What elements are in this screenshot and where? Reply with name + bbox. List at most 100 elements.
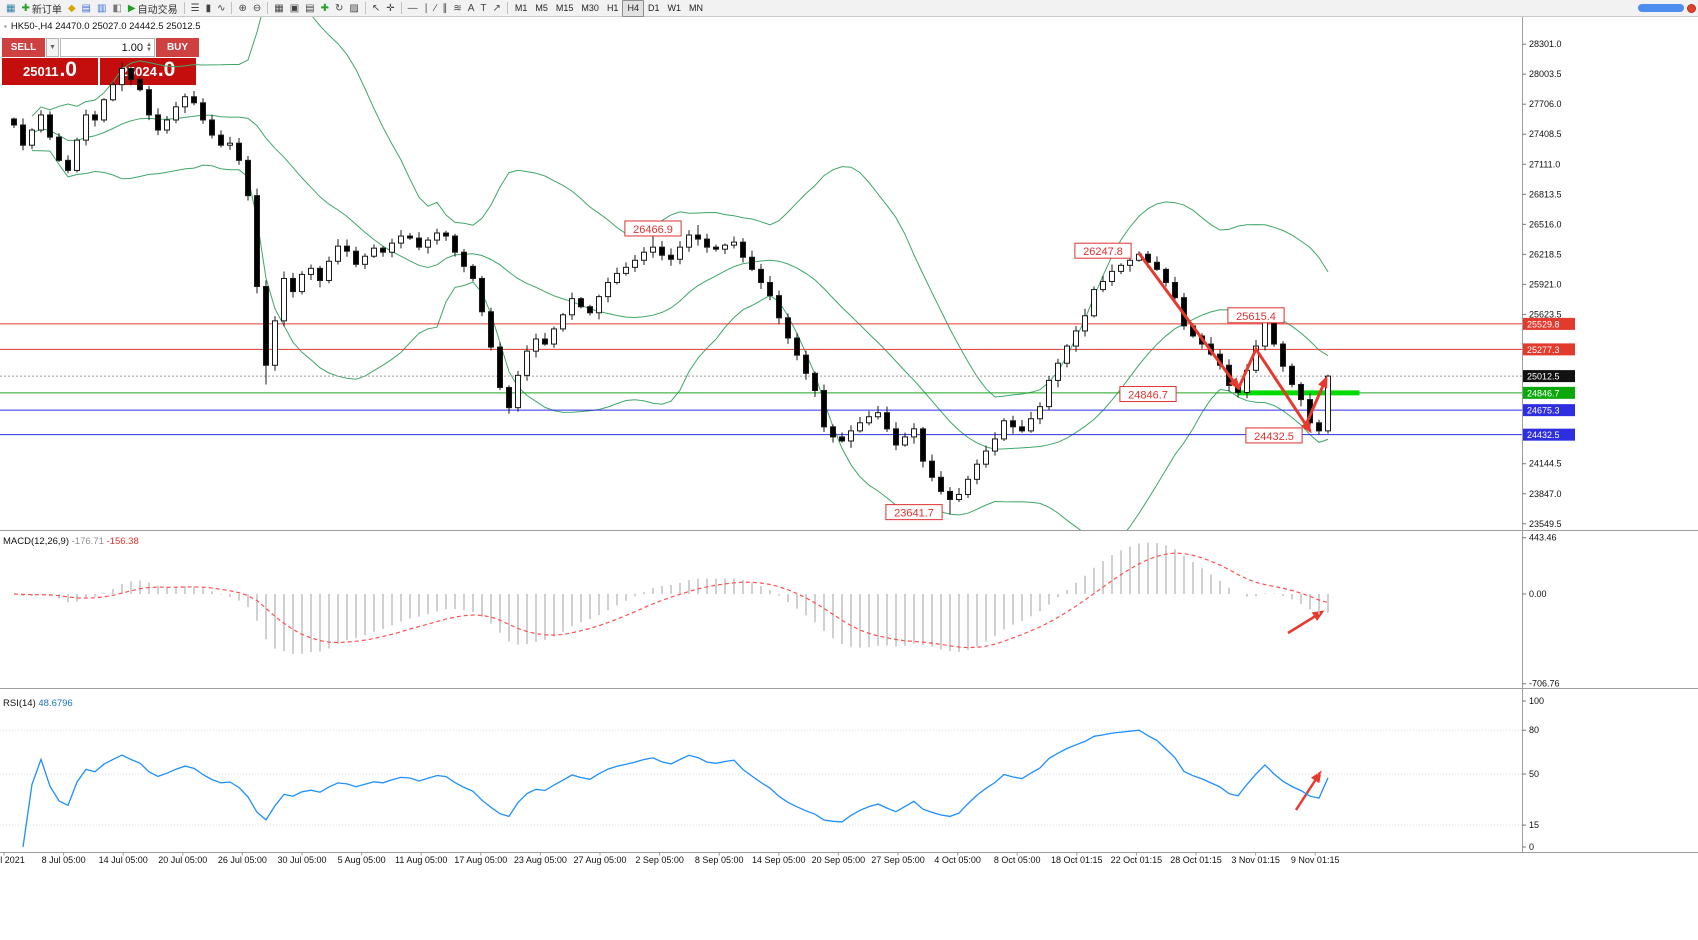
price-tags: 25529.8 25277.3 24846.7 24675.3 24432.5 25012… (1523, 317, 1575, 441)
arrange-windows-button[interactable]: ▤ (302, 1, 317, 16)
svg-text:25529.8: 25529.8 (1527, 319, 1560, 329)
trend-arrow[interactable] (1236, 345, 1312, 434)
trendline-button[interactable]: ∕ (432, 1, 440, 16)
indicator-arrow[interactable] (1287, 610, 1325, 635)
sell-price-button[interactable]: 25011 .0 (2, 58, 98, 85)
new-order-button-label: 新订单 (31, 4, 62, 16)
buy-button[interactable]: BUY (156, 38, 199, 57)
timeframe-w1[interactable]: W1 (667, 3, 681, 13)
toolbar-separator (183, 2, 185, 14)
timeframe-m1[interactable]: M1 (514, 3, 528, 13)
horizontal-line-icon: ― (407, 2, 418, 14)
svg-text:26813.5: 26813.5 (1529, 189, 1562, 199)
svg-text:24144.5: 24144.5 (1529, 459, 1562, 469)
crosshair-button[interactable]: ✛ (383, 1, 397, 16)
candlestick-chart-button[interactable]: ▮ (203, 1, 215, 16)
rsi-name: RSI(14) (3, 698, 36, 709)
chart-marker-icon: ▪ (4, 22, 7, 31)
rsi-label: RSI(14) 48.6796 (3, 698, 73, 709)
buy-price-button[interactable]: 25024 .0 (100, 58, 196, 85)
channel-button[interactable]: ∥ (439, 1, 450, 16)
trend-arrows[interactable] (1137, 252, 1328, 811)
svg-text:14 Sep 05:00: 14 Sep 05:00 (752, 855, 806, 865)
tile-windows-button[interactable]: ▦ (271, 1, 286, 16)
trend-arrow[interactable] (1304, 375, 1328, 427)
svg-text:23549.5: 23549.5 (1529, 519, 1562, 529)
lot-down-icon[interactable]: ▼ (146, 46, 152, 53)
rsi-value: 48.6796 (38, 698, 73, 709)
timeframe-m15[interactable]: M15 (555, 3, 574, 13)
chart-ohlc-header: ▪ HK50-,H4 24470.0 25027.0 24442.5 25012… (4, 21, 200, 32)
timeframe-m30[interactable]: M30 (581, 3, 599, 13)
price-annotation-26466.9[interactable] (624, 220, 682, 237)
indicator-arrow[interactable] (1294, 770, 1322, 811)
x-axis-labels: 2 Jul 2021 8 Jul 05:00 14 Jul 05:00 20 Jul … (0, 852, 1339, 865)
price-annotation-24432.5[interactable] (1245, 427, 1303, 444)
timeframe-mn[interactable]: MN (688, 3, 703, 13)
zoom-out-button[interactable]: ⊖ (250, 1, 264, 16)
svg-text:100: 100 (1529, 696, 1544, 706)
macd-signal-line (13, 552, 1329, 649)
cascade-windows-icon: ▣ (289, 2, 300, 14)
templates-icon: ▨ (349, 2, 359, 14)
chart-ohlc-text: HK50-,H4 24470.0 25027.0 24442.5 25012.5 (10, 21, 201, 32)
svg-text:24432.5: 24432.5 (1254, 431, 1294, 443)
zoom-in-icon: ⊕ (238, 2, 247, 14)
svg-text:26218.5: 26218.5 (1529, 249, 1562, 259)
expert-advisors-button[interactable]: ◆ (65, 1, 79, 16)
timeframe-m5[interactable]: M5 (535, 3, 548, 13)
timeframe-h1[interactable]: H1 (606, 3, 619, 13)
svg-text:27111.0: 27111.0 (1529, 159, 1560, 169)
timeframe-h4[interactable]: H4 (622, 0, 644, 17)
arrange-windows-icon: ▤ (305, 2, 315, 14)
fibonacci-button[interactable]: ≋ (450, 1, 464, 16)
svg-text:25012.5: 25012.5 (1527, 372, 1560, 382)
label-button[interactable]: T (477, 1, 489, 16)
vertical-line-button[interactable]: ∣ (421, 1, 432, 16)
main-toolbar: ▦ ✚ 新订单 ◆ ▤ ▥ ◧ ▶ 自动交易 ☰ ▮ ∿ ⊕ ⊖ ▦ ▣ ▤ ✚ ↻ ▨ ↖ ✛ ― ∣ ∕ ∥ ≋ A T ↗ M1 M5 M… (0, 0, 1698, 17)
lot-stepper[interactable]: ▲ ▼ (146, 41, 152, 53)
lot-up-icon[interactable]: ▲ (146, 41, 152, 48)
lot-size-input[interactable]: 1.00 ▲ ▼ (60, 38, 155, 57)
svg-text:24675.3: 24675.3 (1527, 406, 1560, 416)
svg-text:23641.7: 23641.7 (894, 508, 934, 520)
sell-price-frac: .0 (59, 58, 77, 81)
autotrading-button[interactable]: ▶ 自动交易 (125, 1, 181, 16)
arrows-button[interactable]: ↗ (489, 1, 503, 16)
templates-button[interactable]: ▨ (346, 1, 361, 16)
svg-text:22 Oct 01:15: 22 Oct 01:15 (1111, 855, 1163, 865)
chart-canvas[interactable]: 28301.0 28003.5 27706.0 27408.5 27111.0 26813… (0, 17, 1698, 940)
data-window-button[interactable]: ▥ (94, 1, 109, 16)
price-annotation-25615.4[interactable] (1227, 307, 1285, 324)
market-watch-icon: ▤ (81, 2, 91, 14)
bollinger-upper-band (31, 17, 1329, 398)
svg-text:17 Aug 05:00: 17 Aug 05:00 (454, 855, 507, 865)
annotations-layer[interactable]: 26466.9 26247.8 25615.4 24846.7 24432.5 23641… (624, 220, 1303, 521)
zoom-in-button[interactable]: ⊕ (235, 1, 249, 16)
price-annotation-23641.7[interactable] (885, 504, 943, 521)
svg-text:25921.0: 25921.0 (1529, 279, 1562, 289)
svg-text:23847.0: 23847.0 (1529, 489, 1562, 499)
trend-arrow[interactable] (1137, 252, 1240, 390)
market-watch-button[interactable]: ▤ (79, 1, 94, 16)
order-type-dropdown[interactable]: ▼ (46, 38, 59, 57)
bollinger-middle-band (31, 114, 1329, 450)
cursor-button[interactable]: ↖ (369, 1, 383, 16)
svg-text:27 Sep 05:00: 27 Sep 05:00 (871, 855, 925, 865)
sell-button[interactable]: SELL (2, 38, 45, 57)
toolbar-scrollbar[interactable] (1638, 4, 1684, 12)
line-chart-button[interactable]: ∿ (214, 1, 228, 16)
refresh-button[interactable]: ↻ (332, 1, 346, 16)
navigator-button[interactable]: ◧ (109, 1, 124, 16)
text-button[interactable]: A (465, 1, 478, 16)
cascade-windows-button[interactable]: ▣ (287, 1, 302, 16)
ohlc-bars-button[interactable]: ☰ (188, 1, 203, 16)
price-annotation-26247.8[interactable] (1074, 242, 1132, 259)
svg-text:4 Oct 05:00: 4 Oct 05:00 (934, 855, 981, 865)
timeframe-d1[interactable]: D1 (647, 3, 660, 13)
price-annotation-24846.7[interactable] (1119, 386, 1177, 403)
horizontal-line-button[interactable]: ― (405, 1, 421, 16)
chart-window-button[interactable]: ▦ (3, 1, 18, 16)
new-order-button[interactable]: ✚ 新订单 (18, 1, 64, 16)
new-chart-button[interactable]: ✚ (318, 1, 332, 16)
